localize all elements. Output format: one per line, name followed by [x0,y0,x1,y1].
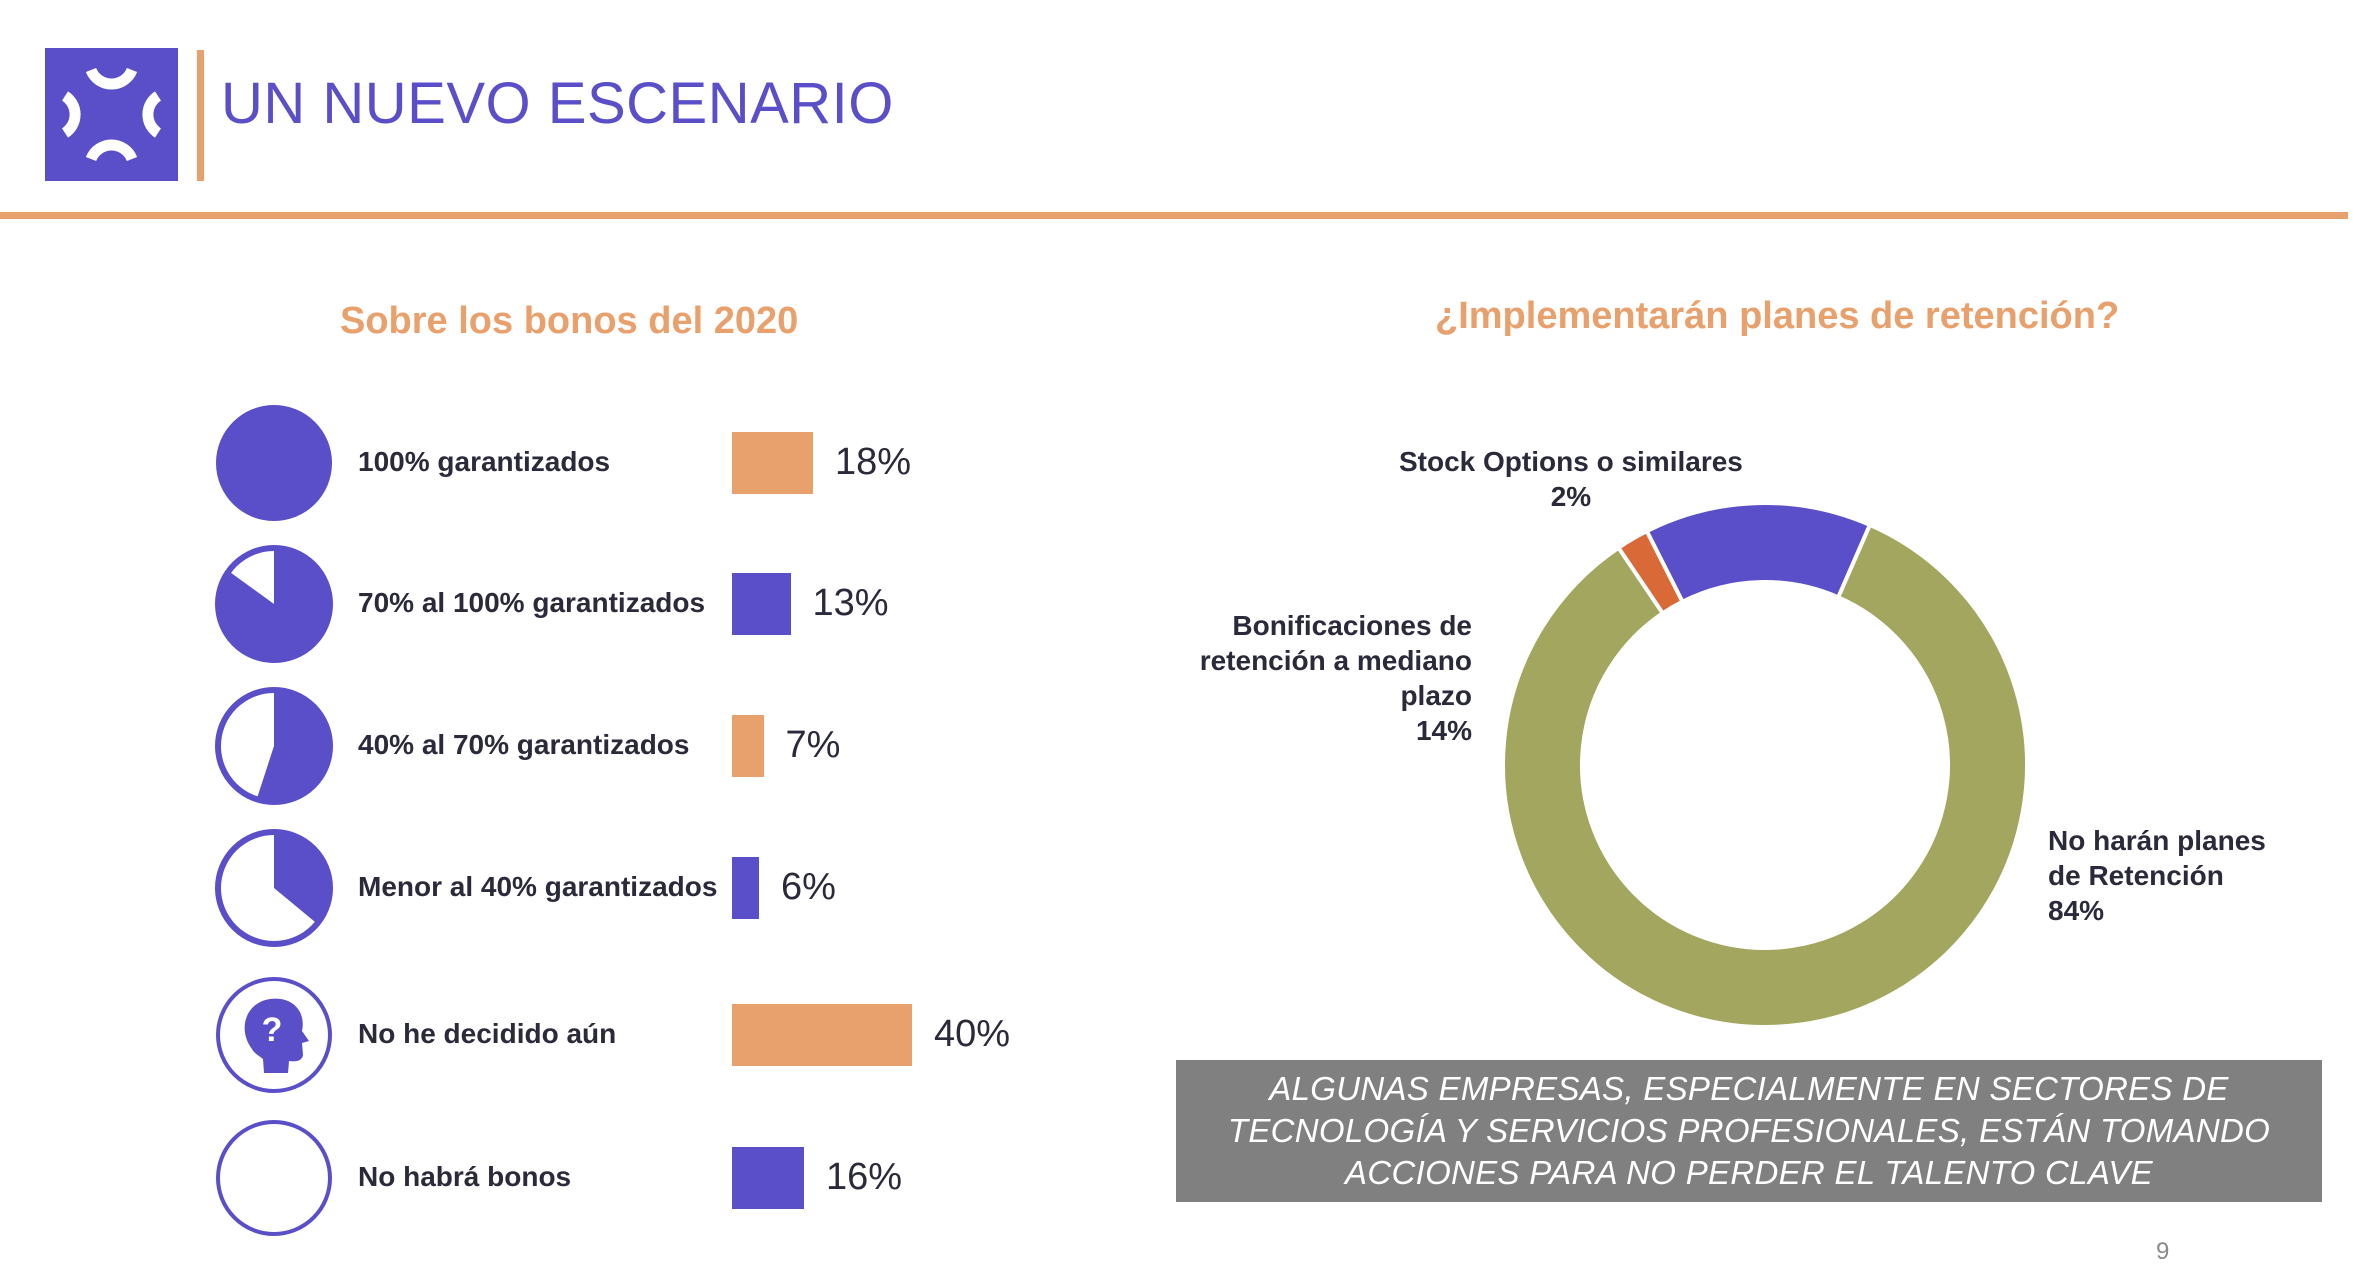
pie-85-icon [214,544,334,669]
bonus-value-label: 7% [785,724,841,766]
no-retention-line1: No harán planes [2048,825,2266,856]
no-retention-label: No harán planes de Retención 84% [2048,823,2266,928]
bonificaciones-value: 14% [1415,715,1472,746]
bonificaciones-line3: plazo [1400,680,1472,711]
retention-donut-chart [1501,501,2029,1029]
note-banner: ALGUNAS EMPRESAS, ESPECIALMENTE EN SECTO… [1176,1060,2322,1202]
retention-chart-title: ¿Implementarán planes de retención? [1435,295,2120,337]
bonus-bar [732,857,759,919]
bonus-value-label: 6% [781,866,836,908]
bonus-bar [732,715,764,777]
brackets-logo-icon [61,67,162,162]
bonus-category-label: No habrá bonos [358,1161,572,1192]
bonificaciones-label: Bonificaciones de retención a mediano pl… [1140,608,1472,748]
bonus-value-label: 16% [826,1156,903,1198]
page-number: 9 [2156,1238,2170,1265]
bonus-category-label: No he decidido aún [358,1018,617,1049]
bonus-category-label: 40% al 70% garantizados [358,729,690,760]
no-retention-value: 84% [2048,895,2105,926]
bonus-category-label: Menor al 40% garantizados [358,871,718,902]
stock-options-value: 2% [1550,481,1592,512]
logo [45,48,178,181]
bonus-chart-title: Sobre los bonos del 2020 [340,300,799,342]
head-question-icon: ? [214,975,334,1100]
bonificaciones-line1: Bonificaciones de [1232,610,1472,641]
bonus-value-label: 18% [835,441,912,483]
header-underline [0,212,2348,219]
bonus-value-label: 13% [812,582,889,624]
svg-text:?: ? [262,1011,283,1049]
donut-slice-bonificaciones [1644,501,1873,605]
bonus-category-label: 70% al 100% garantizados [358,587,706,618]
page-title: UN NUEVO ESCENARIO [221,71,894,136]
bonus-bar [732,1147,804,1209]
bonus-bar [732,432,813,494]
bonus-category-label: 100% garantizados [358,446,611,477]
empty-circle-icon [214,1118,334,1243]
pie-55-icon [214,686,334,811]
bonificaciones-line2: retención a mediano [1199,645,1472,676]
bonus-bar [732,573,791,635]
header-divider [197,50,204,181]
donut-slice-no-retention [1501,522,2029,1029]
stock-options-name: Stock Options o similares [1399,446,1743,477]
pie-35-icon [214,828,334,953]
bonus-bar [732,1004,912,1066]
full-circle-icon [214,403,334,528]
bonus-value-label: 40% [934,1013,1011,1055]
note-text: ALGUNAS EMPRESAS, ESPECIALMENTE EN SECTO… [1227,1070,2271,1191]
no-retention-line2: de Retención [2048,860,2224,891]
stock-options-label: Stock Options o similares 2% [1399,444,1743,514]
